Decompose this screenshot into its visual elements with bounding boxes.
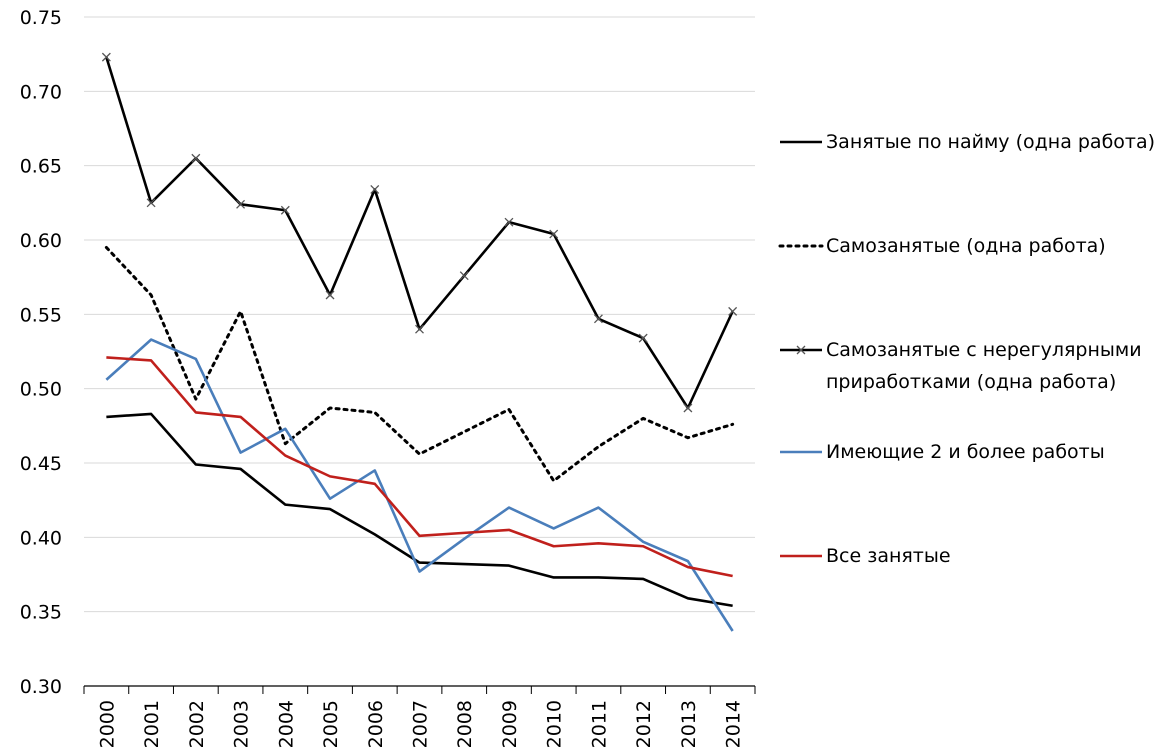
series-line: [106, 356, 733, 578]
point-marker: [638, 333, 648, 343]
point-marker: [415, 324, 424, 334]
x-tick-label: 2009: [499, 700, 521, 748]
point-marker: [325, 290, 335, 300]
series-line: [104, 245, 735, 483]
x-tick-label: 2007: [410, 700, 432, 748]
y-tick-label: 0.30: [20, 676, 62, 698]
x-tick-label: 2003: [231, 700, 253, 748]
y-tick-label: 0.65: [20, 156, 62, 178]
point-marker: [683, 403, 693, 413]
x-tick-label: 2013: [678, 700, 700, 748]
y-tick-label: 0.75: [20, 7, 62, 29]
y-tick-label: 0.35: [20, 602, 62, 624]
legend-label: Занятые по найму (одна работа): [826, 131, 1156, 153]
x-tick-label: 2012: [633, 700, 655, 748]
y-tick-label: 0.55: [20, 304, 62, 326]
series-line: [106, 412, 733, 608]
x-tick-label: 2002: [186, 700, 208, 748]
point-marker: [728, 306, 738, 316]
x-tick-label: 2000: [96, 700, 118, 748]
y-tick-label: 0.50: [20, 379, 62, 401]
x-tick-label: 2010: [544, 700, 566, 748]
point-marker: [549, 229, 559, 239]
point-marker: [504, 217, 514, 227]
legend-label: Все занятые: [826, 545, 951, 567]
x-tick-label: 2006: [365, 700, 387, 748]
point-marker: [101, 52, 111, 62]
y-tick-label: 0.70: [20, 81, 62, 103]
point-marker: [370, 184, 380, 194]
x-tick-label: 2004: [275, 700, 297, 748]
point-marker: [236, 199, 246, 209]
legend-label: Самозанятые (одна работа): [826, 235, 1106, 257]
series-line: [105, 56, 734, 410]
y-tick-label: 0.60: [20, 230, 62, 252]
point-marker: [191, 153, 201, 163]
x-tick-label: 2014: [723, 700, 745, 748]
y-tick-label: 0.45: [20, 453, 62, 475]
point-marker: [280, 205, 290, 215]
x-tick-label: 2011: [588, 700, 610, 748]
legend-label: Самозанятые с нерегулярными приработками…: [826, 339, 1142, 393]
legend-label: Имеющие 2 и более работы: [826, 441, 1105, 463]
x-tick-label: 2001: [141, 700, 163, 748]
point-marker: [459, 271, 469, 281]
x-tick-label: 2005: [320, 700, 342, 748]
point-marker: [796, 345, 806, 355]
series-line: [105, 338, 734, 632]
point-marker: [593, 314, 603, 324]
y-tick-label: 0.40: [20, 527, 62, 549]
x-tick-label: 2008: [454, 700, 476, 748]
point-marker: [146, 198, 156, 208]
